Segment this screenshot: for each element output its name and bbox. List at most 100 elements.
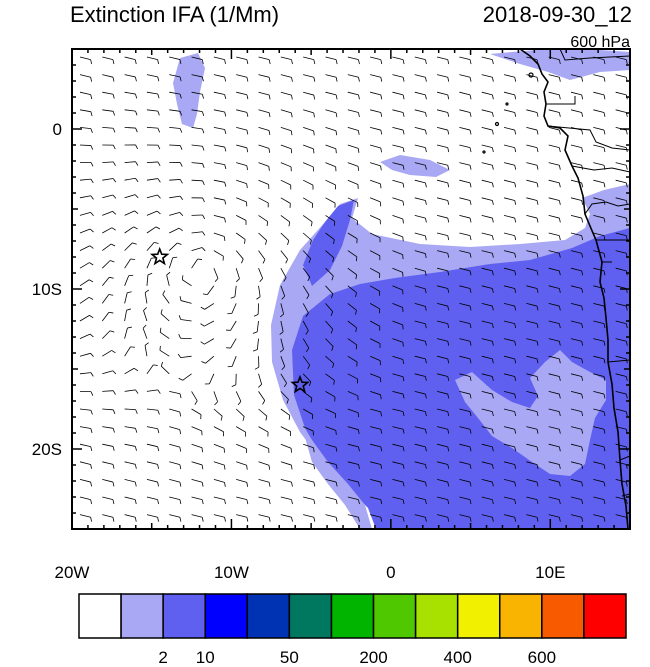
wind-barb: [303, 514, 314, 518]
wind-barb-feather: [89, 315, 94, 319]
wind-barb: [302, 250, 311, 259]
wind-barb-feather: [157, 128, 160, 133]
wind-barb-feather: [581, 112, 584, 117]
wind-barb-feather: [254, 366, 260, 370]
wind-barb: [146, 257, 152, 269]
wind-barb: [570, 285, 582, 289]
wind-barb: [191, 514, 203, 518]
pressure-level-label: 600 hPa: [570, 34, 630, 51]
wind-barb: [302, 267, 311, 278]
wind-barb: [102, 496, 114, 501]
wind-barb-feather: [558, 376, 561, 381]
wind-barb-feather: [492, 323, 494, 329]
wind-barb-feather: [287, 240, 290, 245]
wind-barb: [593, 338, 605, 342]
wind-barb: [146, 461, 158, 465]
wind-barb: [481, 391, 493, 395]
wind-barb: [370, 408, 381, 413]
wind-barb: [436, 127, 448, 131]
wind-barb: [414, 408, 426, 413]
wind-barb-feather: [157, 161, 161, 166]
wind-barb: [548, 162, 560, 166]
wind-barb-feather: [313, 130, 315, 136]
wind-barb: [347, 56, 359, 61]
wind-barb: [213, 109, 225, 113]
wind-barb: [169, 212, 180, 216]
wind-barb: [459, 250, 471, 254]
wind-barb-feather: [335, 464, 338, 469]
colorbar-swatch: [78, 593, 122, 639]
wind-barb: [347, 320, 357, 328]
wind-barb: [207, 285, 215, 295]
wind-barb: [302, 303, 309, 314]
wind-barb: [256, 320, 259, 332]
wind-barb-feather: [313, 481, 316, 487]
wind-barb-feather: [358, 517, 360, 522]
wind-barb: [392, 479, 404, 483]
wind-barb: [146, 178, 158, 181]
wind-barb-feather: [224, 517, 226, 522]
wind-barb: [303, 127, 314, 132]
wind-barb-feather: [402, 411, 405, 417]
wind-barb-feather: [252, 331, 258, 334]
wind-barb-feather: [90, 94, 93, 100]
wind-barb-feather: [380, 147, 382, 153]
wind-barb-feather: [160, 361, 163, 367]
wind-barb: [615, 285, 627, 289]
wind-barb-feather: [536, 305, 539, 311]
wind-barb-feather: [112, 446, 115, 451]
wind-barb: [347, 232, 358, 240]
x-tick-label: 10W: [214, 563, 249, 582]
wind-barb: [102, 227, 113, 234]
wind-barb-feather: [447, 341, 450, 346]
wind-barb: [459, 91, 471, 96]
wind-barb-feather: [536, 481, 539, 487]
wind-barb-feather: [90, 410, 93, 415]
wind-barb: [414, 303, 426, 307]
wind-barb-feather: [135, 144, 138, 150]
wind-barb: [124, 514, 136, 518]
wind-barb: [102, 56, 114, 61]
wind-barb: [169, 479, 181, 483]
wind-barb: [481, 232, 493, 237]
wind-barb-feather: [268, 77, 271, 82]
wind-barb: [503, 127, 515, 131]
wind-barb: [392, 215, 403, 220]
wind-barb: [169, 408, 180, 413]
wind-barb-feather: [135, 93, 138, 99]
wind-barb: [280, 443, 292, 449]
wind-barb-feather: [335, 517, 338, 522]
wind-barb-feather: [558, 112, 561, 117]
wind-barb: [615, 303, 627, 307]
wind-barb: [213, 162, 225, 166]
wind-barb-feather: [469, 481, 472, 487]
wind-barb-feather: [144, 289, 150, 293]
wind-barb: [481, 267, 493, 272]
wind-barb: [459, 144, 471, 149]
wind-barb-feather: [402, 517, 405, 522]
wind-barb-feather: [291, 77, 293, 82]
wind-barb-feather: [425, 358, 427, 364]
wind-barb: [258, 443, 269, 449]
wind-barb-feather: [402, 499, 405, 505]
wind-barb-feather: [246, 183, 248, 189]
wind-barb-feather: [447, 77, 450, 82]
wind-barb: [369, 267, 380, 274]
wind-barb: [503, 373, 515, 377]
wind-barb: [325, 479, 337, 483]
wind-barb: [392, 461, 404, 465]
wind-barb: [414, 514, 426, 518]
wind-barb-feather: [469, 77, 472, 82]
wind-barb-feather: [492, 112, 494, 117]
wind-barb-feather: [157, 59, 159, 65]
wind-barb-feather: [536, 217, 539, 223]
wind-barb: [347, 197, 358, 203]
wind-barb-feather: [268, 499, 271, 505]
wind-barb-feather: [558, 94, 561, 100]
wind-barb-feather: [133, 367, 139, 372]
wind-barb: [593, 479, 605, 483]
wind-barb-feather: [469, 165, 472, 170]
wind-barb: [503, 162, 515, 166]
wind-barb-feather: [202, 163, 205, 168]
